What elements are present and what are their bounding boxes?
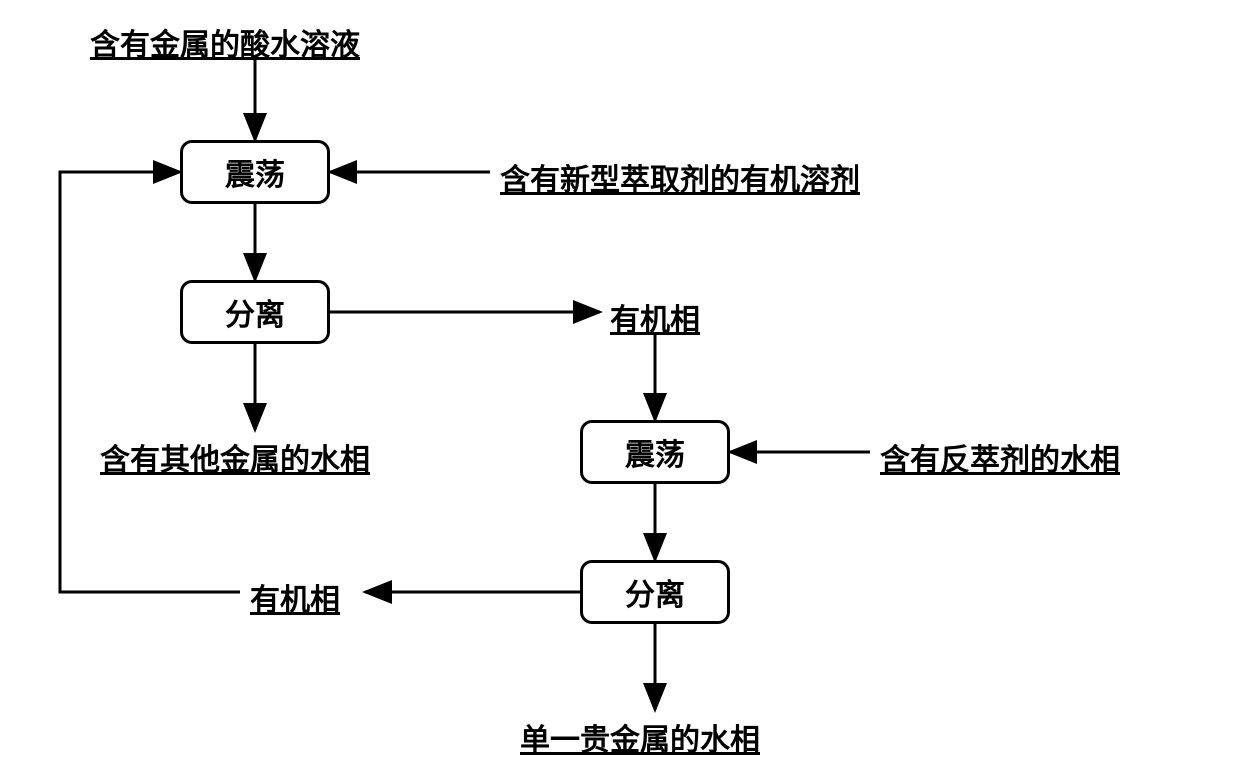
- node-label: 震荡: [225, 150, 285, 194]
- label-aqueous-stripping-agent: 含有反萃剂的水相: [880, 435, 1120, 479]
- flowchart-edges: [0, 0, 1240, 774]
- node-label: 分离: [625, 570, 685, 614]
- node-separate-2: 分离: [580, 560, 730, 624]
- node-oscillate-2: 震荡: [580, 420, 730, 484]
- node-label: 震荡: [625, 430, 685, 474]
- label-organic-phase-1: 有机相: [610, 295, 700, 339]
- label-single-precious-metal: 单一贵金属的水相: [520, 715, 760, 759]
- node-separate-1: 分离: [180, 280, 330, 344]
- label-organic-phase-2: 有机相: [250, 575, 340, 619]
- label-organic-solvent-extractant: 含有新型萃取剂的有机溶剂: [500, 155, 860, 199]
- edge-l6-left-feedback: [60, 172, 240, 592]
- node-label: 分离: [225, 290, 285, 334]
- label-acid-solution: 含有金属的酸水溶液: [90, 20, 360, 64]
- node-oscillate-1: 震荡: [180, 140, 330, 204]
- label-aqueous-other-metals: 含有其他金属的水相: [100, 435, 370, 479]
